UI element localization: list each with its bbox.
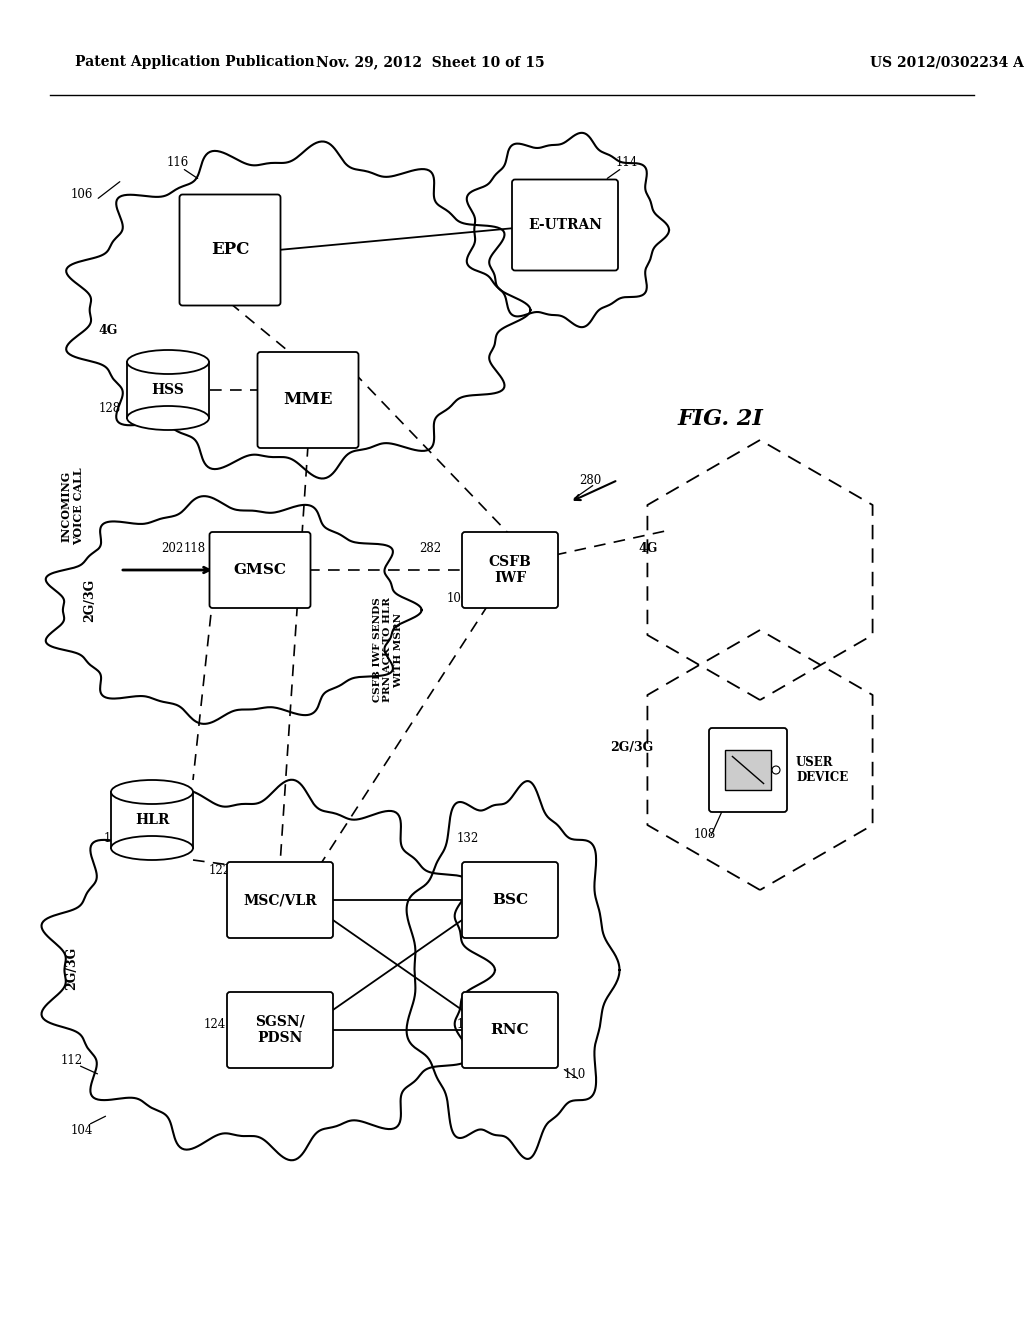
FancyBboxPatch shape xyxy=(462,862,558,939)
Text: HLR: HLR xyxy=(135,813,169,828)
Ellipse shape xyxy=(111,780,193,804)
Text: 282: 282 xyxy=(419,541,441,554)
FancyBboxPatch shape xyxy=(462,532,558,609)
Bar xyxy=(127,362,209,418)
Text: 118: 118 xyxy=(184,541,206,554)
Text: 110: 110 xyxy=(564,1068,586,1081)
Text: USER
DEVICE: USER DEVICE xyxy=(796,756,848,784)
Ellipse shape xyxy=(127,407,209,430)
Text: MME: MME xyxy=(284,392,333,408)
FancyBboxPatch shape xyxy=(725,750,771,791)
Text: 120: 120 xyxy=(103,832,126,845)
FancyBboxPatch shape xyxy=(512,180,618,271)
Ellipse shape xyxy=(111,836,193,861)
Text: 130: 130 xyxy=(457,1019,479,1031)
Text: Patent Application Publication: Patent Application Publication xyxy=(75,55,314,69)
Text: FIG. 2I: FIG. 2I xyxy=(677,408,763,430)
Text: CSFB IWF SENDS
PRN ACK TO HLR
WITH MSRN: CSFB IWF SENDS PRN ACK TO HLR WITH MSRN xyxy=(373,598,402,702)
Text: 4G: 4G xyxy=(98,323,118,337)
FancyBboxPatch shape xyxy=(227,993,333,1068)
Text: RNC: RNC xyxy=(490,1023,529,1038)
Text: 280: 280 xyxy=(579,474,601,487)
Text: 122: 122 xyxy=(209,863,231,876)
Text: 102: 102 xyxy=(446,591,469,605)
Text: 116: 116 xyxy=(167,157,189,169)
FancyBboxPatch shape xyxy=(257,352,358,447)
Text: 2G/3G: 2G/3G xyxy=(610,742,653,755)
Text: 132: 132 xyxy=(457,832,479,845)
Text: Nov. 29, 2012  Sheet 10 of 15: Nov. 29, 2012 Sheet 10 of 15 xyxy=(315,55,545,69)
Text: E-UTRAN: E-UTRAN xyxy=(528,218,602,232)
Text: 202: 202 xyxy=(161,541,183,554)
Text: MSC/VLR: MSC/VLR xyxy=(243,894,316,907)
Text: GMSC: GMSC xyxy=(233,564,287,577)
FancyBboxPatch shape xyxy=(462,993,558,1068)
Text: 128: 128 xyxy=(99,401,121,414)
FancyBboxPatch shape xyxy=(227,862,333,939)
Text: 114: 114 xyxy=(615,157,638,169)
Bar xyxy=(111,792,193,847)
Text: 2G/3G: 2G/3G xyxy=(66,946,79,990)
FancyBboxPatch shape xyxy=(210,532,310,609)
Text: 126: 126 xyxy=(279,401,301,414)
Text: 108: 108 xyxy=(694,829,716,842)
Text: CSFB
IWF: CSFB IWF xyxy=(488,554,531,585)
Text: SGSN/
PDSN: SGSN/ PDSN xyxy=(255,1015,305,1045)
Text: 2G/3G: 2G/3G xyxy=(84,578,96,622)
Text: INCOMING
VOICE CALL: INCOMING VOICE CALL xyxy=(60,467,84,545)
Text: EPC: EPC xyxy=(211,242,249,259)
Ellipse shape xyxy=(127,350,209,374)
Text: HSS: HSS xyxy=(152,383,184,397)
FancyBboxPatch shape xyxy=(709,729,787,812)
FancyBboxPatch shape xyxy=(179,194,281,305)
Text: 124: 124 xyxy=(204,1019,226,1031)
Text: 112: 112 xyxy=(61,1053,83,1067)
Text: 4G: 4G xyxy=(638,541,657,554)
Text: BSC: BSC xyxy=(492,894,528,907)
Text: 104: 104 xyxy=(71,1123,93,1137)
Text: 106: 106 xyxy=(71,189,93,202)
Text: US 2012/0302234 A1: US 2012/0302234 A1 xyxy=(870,55,1024,69)
